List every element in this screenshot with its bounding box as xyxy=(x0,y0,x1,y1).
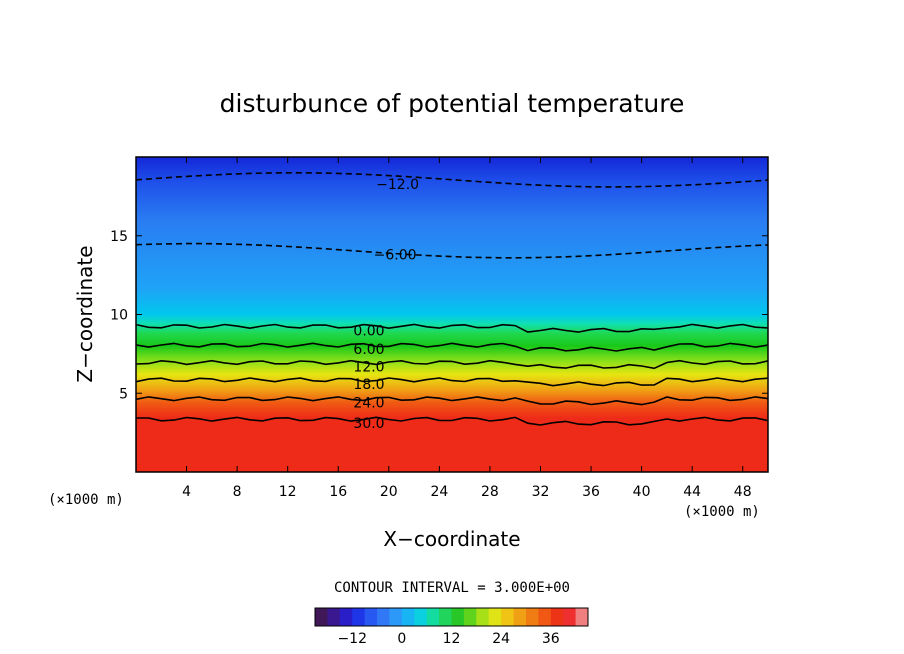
y-axis-label: Z−coordinate xyxy=(73,245,97,382)
contour-line xyxy=(136,416,768,426)
colorbar-swatch xyxy=(439,608,452,626)
x-axis-label: X−coordinate xyxy=(383,527,520,551)
x-tick-label: 40 xyxy=(633,484,651,500)
colorbar xyxy=(314,607,589,627)
colorbar-swatch xyxy=(377,608,390,626)
colorbar-swatch xyxy=(575,608,589,626)
contour-lines xyxy=(136,172,768,426)
colorbar-swatch xyxy=(401,608,415,626)
x-tick-label: 36 xyxy=(582,484,600,500)
y-axis-ticks: 5 10 15 xyxy=(110,229,768,402)
x-tick-label: 44 xyxy=(683,484,701,500)
x-tick-label: 20 xyxy=(380,484,398,500)
contour-line xyxy=(136,359,768,370)
x-tick-label: 24 xyxy=(430,484,448,500)
contour-label: 6.00 xyxy=(353,342,384,358)
contour-label: −12.0 xyxy=(376,177,419,193)
colorbar-swatch xyxy=(327,608,341,626)
x-tick-label: 16 xyxy=(329,484,347,500)
colorbar-swatch xyxy=(488,608,502,626)
x-tick-label: 12 xyxy=(279,484,297,500)
contour-line xyxy=(136,396,768,406)
colorbar-tick-label: 24 xyxy=(492,631,510,647)
colorbar-swatch xyxy=(426,608,440,626)
contour-interval-note: CONTOUR INTERVAL = 3.000E+00 xyxy=(334,580,570,596)
contour-label: 0.00 xyxy=(353,323,384,339)
colorbar-swatch xyxy=(550,608,564,626)
x-tick-label: 28 xyxy=(481,484,499,500)
colorbar-swatch xyxy=(339,608,353,626)
x-tick-label: 8 xyxy=(233,484,242,500)
contour-label: 24.0 xyxy=(353,396,384,412)
colorbar-tick-label: 36 xyxy=(542,631,560,647)
colorbar-tick-label: −12 xyxy=(337,631,367,647)
colorbar-swatch xyxy=(364,608,378,626)
contour-line xyxy=(136,172,768,188)
y-tick-label: 5 xyxy=(119,386,128,402)
colorbar-frame xyxy=(314,607,589,627)
colorbar-swatch xyxy=(563,608,577,626)
colorbar-swatch xyxy=(389,608,403,626)
contour-label: 30.0 xyxy=(353,416,384,432)
contour-label: −6.00 xyxy=(374,248,417,264)
chart-title: disturbunce of potential temperature xyxy=(220,89,685,118)
contour-line xyxy=(136,377,768,387)
colorbar-swatch xyxy=(414,608,428,626)
colorbar-swatch xyxy=(451,608,465,626)
colorbar-swatch xyxy=(513,608,527,626)
contour-label: 12.0 xyxy=(353,359,384,375)
contour-line xyxy=(136,323,768,333)
x-axis-ticks: 4 8 12 16 20 24 28 32 36 40 44 48 xyxy=(182,157,752,500)
colorbar-swatch xyxy=(315,608,328,626)
colorbar-swatch xyxy=(352,608,366,626)
x-unit-right: (×1000 m) xyxy=(684,504,760,520)
colorbar-swatch xyxy=(476,608,490,626)
contour-line xyxy=(136,242,768,259)
colorbar-tick-label: 12 xyxy=(443,631,461,647)
x-tick-label: 32 xyxy=(532,484,550,500)
x-tick-label: 4 xyxy=(182,484,191,500)
contour-label: 18.0 xyxy=(353,377,384,393)
x-unit-left: (×1000 m) xyxy=(48,492,124,508)
y-tick-label: 10 xyxy=(110,308,128,324)
heatmap-field xyxy=(136,157,768,472)
colorbar-ticks: −12 0 12 24 36 xyxy=(337,631,559,647)
contour-line xyxy=(136,342,768,352)
colorbar-swatch xyxy=(501,608,515,626)
colorbar-swatch xyxy=(525,608,539,626)
x-tick-label: 48 xyxy=(734,484,752,500)
colorbar-swatch xyxy=(463,608,477,626)
y-tick-label: 15 xyxy=(110,229,128,245)
colorbar-swatch xyxy=(538,608,552,626)
colorbar-tick-label: 0 xyxy=(397,631,406,647)
